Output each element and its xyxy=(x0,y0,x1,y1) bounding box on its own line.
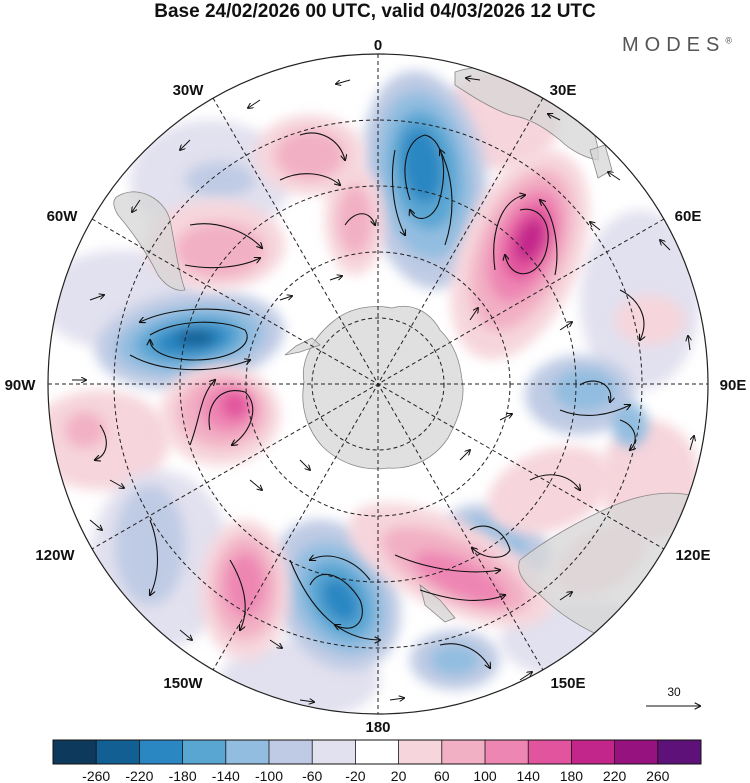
colorbar-tick-label: -260 xyxy=(82,768,110,783)
colorbar-tick-label: 260 xyxy=(646,768,670,783)
colorbar-swatch xyxy=(53,740,97,764)
anomaly-neg-140w xyxy=(115,485,185,605)
south-america xyxy=(113,191,186,291)
colorbar-swatch xyxy=(614,740,659,764)
anomaly-neg-155e xyxy=(410,630,500,690)
colorbar-tick-label: -140 xyxy=(212,768,240,783)
anomaly-pos-75e xyxy=(615,295,685,345)
label-lon-90e: 90E xyxy=(720,377,747,394)
colorbar-tick-label: 60 xyxy=(434,768,450,783)
label-lon-150e: 150E xyxy=(550,675,585,692)
colorbar-tick-label: 220 xyxy=(603,768,627,783)
anomaly-pos-35w xyxy=(255,115,365,195)
reference-vector: 30 xyxy=(646,685,700,706)
anomaly-neg-20e xyxy=(361,70,489,290)
longitude-labels: 0 30E 60E 90E 120E 150E 180 150W 120W 90… xyxy=(5,37,747,736)
anomaly-pos-95w xyxy=(65,412,105,448)
anomaly-pos-10w xyxy=(325,165,385,275)
colorbar-swatch xyxy=(355,740,399,764)
label-lon-0: 0 xyxy=(374,37,382,54)
colorbar-tick-label: -100 xyxy=(255,768,283,783)
anomaly-pos-100w xyxy=(160,365,280,465)
logo-text: MODES xyxy=(622,34,726,56)
label-lon-30e: 30E xyxy=(550,82,577,99)
colorbar: -260 -220 -180 -140 -100 -60 -20 20 60 100 140 180 2… xyxy=(52,739,702,783)
colorbar-tick-label: 100 xyxy=(473,768,497,783)
colorbar-swatch xyxy=(528,740,572,764)
colorbar-tick-label: -60 xyxy=(302,768,322,783)
colorbar-swatch xyxy=(139,740,183,764)
colorbar-tick-label: -220 xyxy=(125,768,153,783)
colorbar-swatch xyxy=(182,740,227,764)
colorbar-swatch xyxy=(485,740,529,764)
colorbar-outline xyxy=(52,739,702,765)
label-lon-180: 180 xyxy=(365,719,390,736)
graticule xyxy=(48,54,708,714)
colorbar-swatch xyxy=(312,740,356,764)
colorbar-swatch xyxy=(571,740,615,764)
colorbar-swatch xyxy=(398,740,443,764)
reference-vector-label: 30 xyxy=(667,685,681,699)
colorbar-swatch xyxy=(441,740,486,764)
madagascar xyxy=(589,144,613,179)
colorbar-tick-label: -180 xyxy=(169,768,197,783)
new-zealand xyxy=(419,584,456,623)
label-lon-120w: 120W xyxy=(35,547,75,564)
colorbar-swatch xyxy=(269,740,313,764)
map-boundary xyxy=(47,53,709,715)
map-disc xyxy=(48,54,708,714)
colorbar-tick-label: 140 xyxy=(517,768,541,783)
modes-logo: MODES® xyxy=(622,34,732,57)
colorbar-tick-label: -20 xyxy=(345,768,365,783)
antarctica xyxy=(302,305,464,470)
anomaly-pos-110e xyxy=(487,446,613,534)
small-vectors xyxy=(72,78,694,702)
anomaly-neg-40w xyxy=(185,162,255,198)
wind-vectors xyxy=(95,132,644,668)
label-lon-30w: 30W xyxy=(173,82,205,99)
label-lon-90w: 90W xyxy=(5,377,37,394)
colorbar-swatch xyxy=(225,740,270,764)
label-lon-150w: 150W xyxy=(163,675,203,692)
label-lon-120e: 120E xyxy=(675,547,710,564)
registered-mark: ® xyxy=(725,35,732,46)
label-lon-60w: 60W xyxy=(47,208,79,225)
anomaly-pos-145w xyxy=(200,520,290,660)
colorbar-swatch xyxy=(96,740,140,764)
map-title: Base 24/02/2026 00 UTC, valid 04/03/2026… xyxy=(154,1,596,22)
land xyxy=(113,66,698,641)
label-lon-60e: 60E xyxy=(675,208,702,225)
colorbar-swatch xyxy=(657,740,702,764)
antarctic-peninsula xyxy=(284,337,321,356)
anomaly-neg-95e xyxy=(525,355,648,447)
colorbar-tick-label: 20 xyxy=(391,768,407,783)
anomaly-pos-45e xyxy=(450,150,590,360)
colorbar-tick-label: 180 xyxy=(560,768,584,783)
